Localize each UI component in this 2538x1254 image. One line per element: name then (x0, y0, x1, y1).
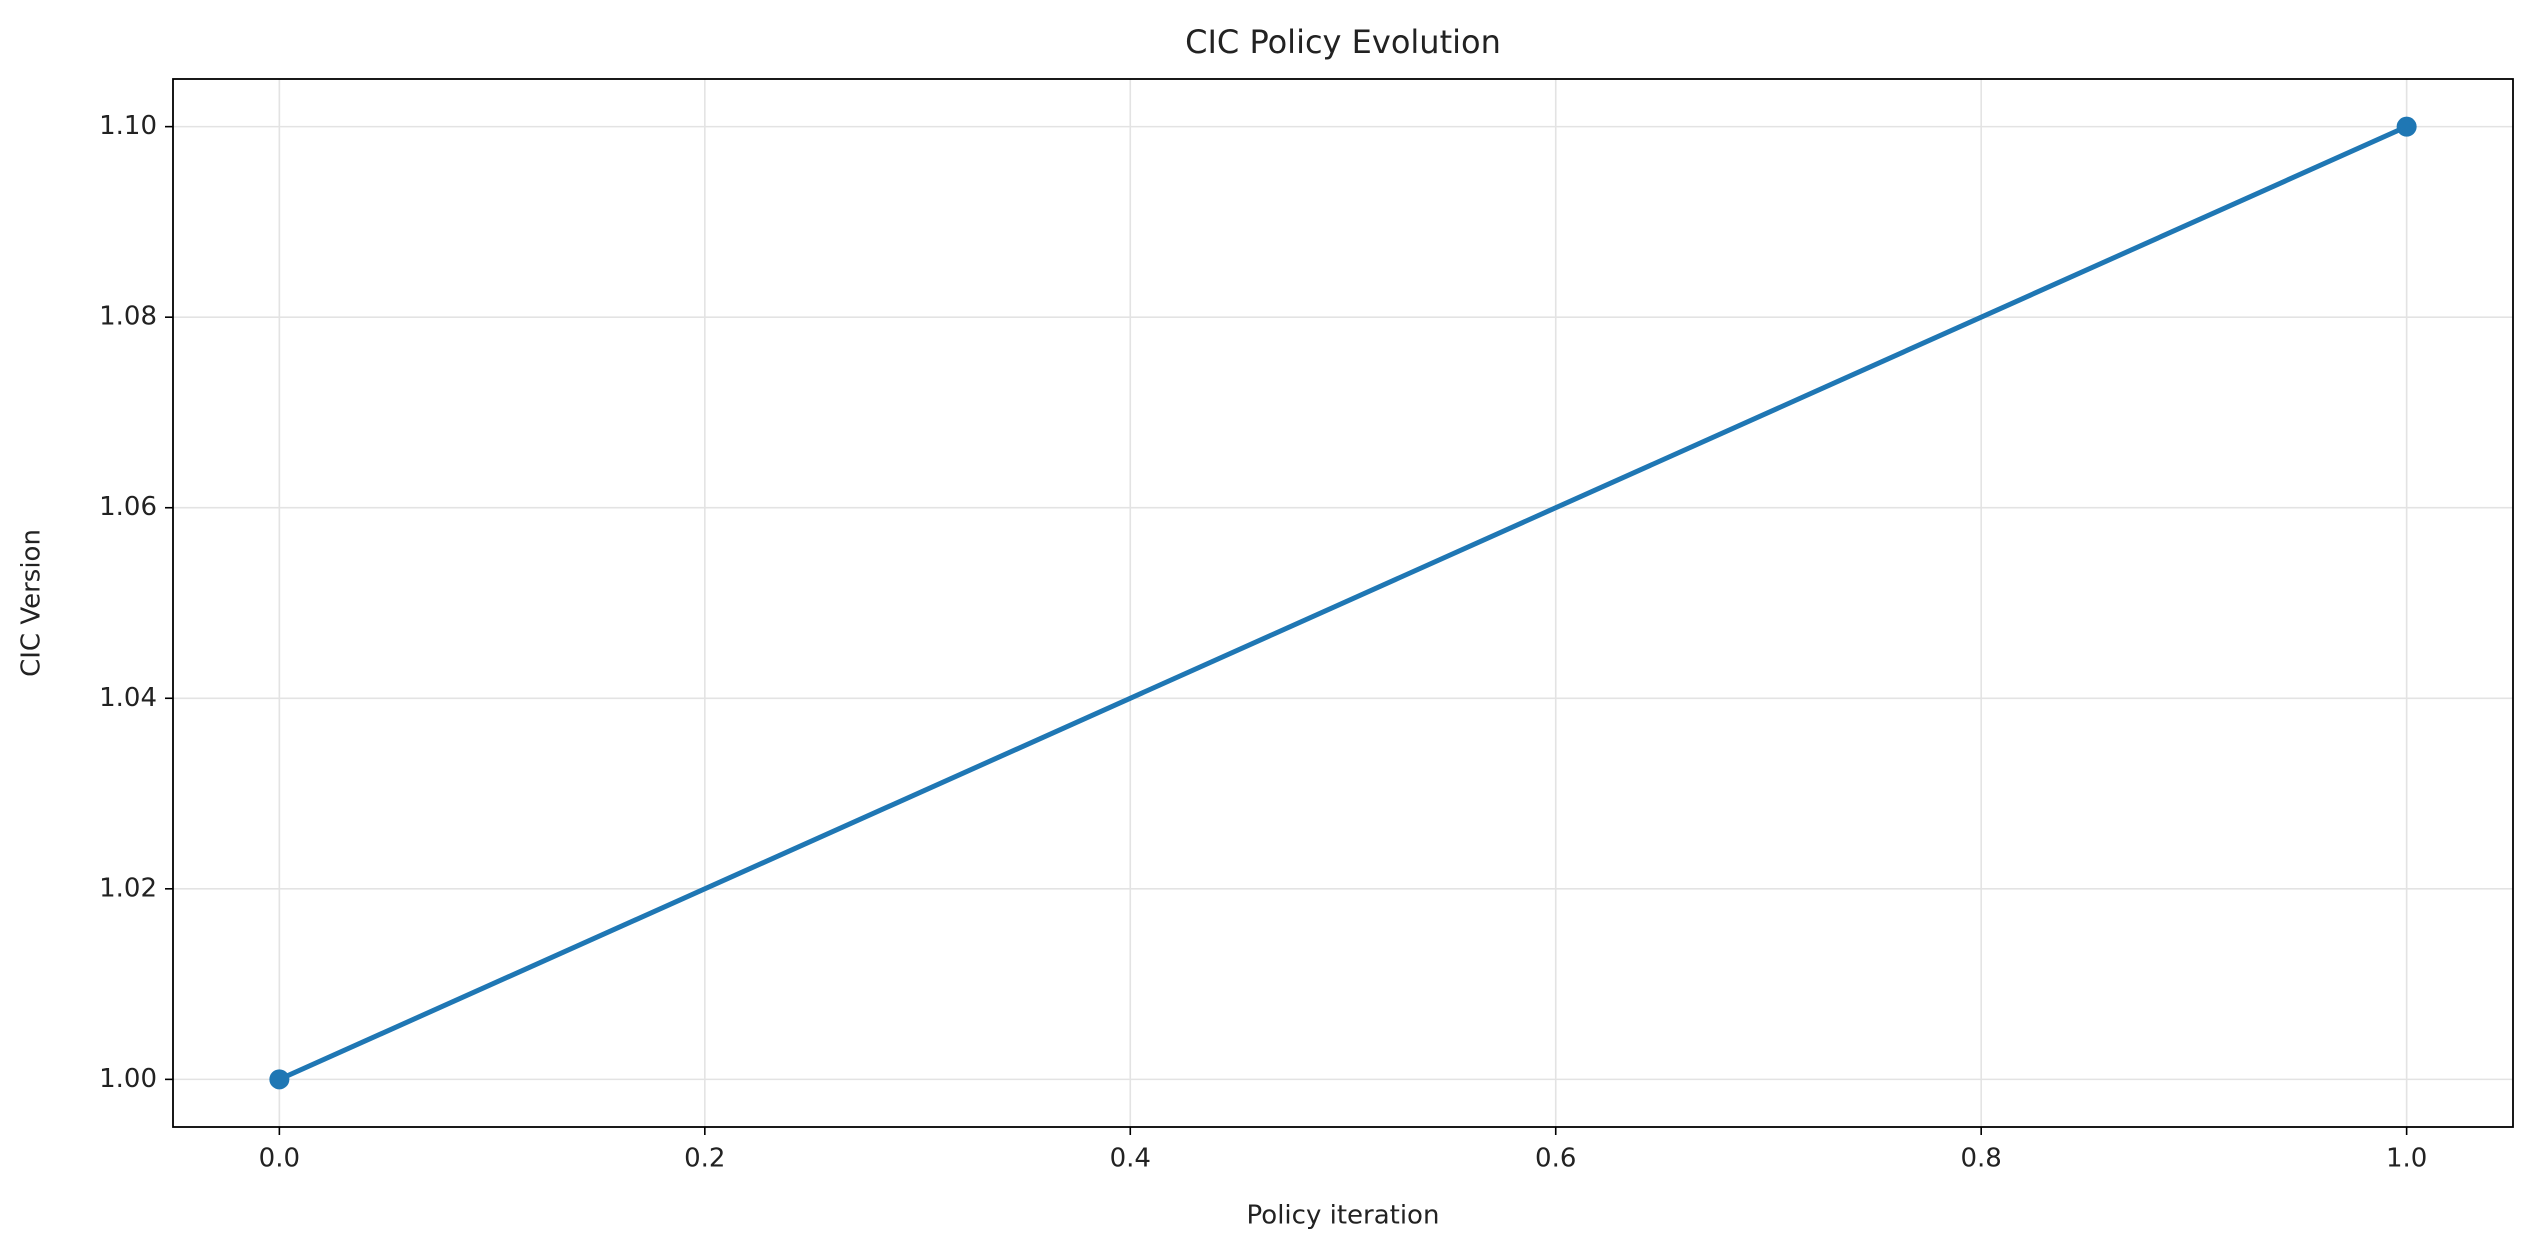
x-tick-label: 0.8 (1961, 1144, 2002, 1174)
plot-frame (172, 78, 2514, 1128)
y-tick-label: 1.10 (99, 111, 157, 141)
marker (2396, 116, 2417, 137)
marker (269, 1069, 290, 1090)
x-tick-label: 0.2 (684, 1144, 725, 1174)
y-tick-label: 1.08 (99, 302, 157, 332)
line (278, 124, 2408, 1082)
chart-title: CIC Policy Evolution (1185, 23, 1501, 61)
y-tick-label: 1.06 (99, 492, 157, 522)
y-tick-label: 1.00 (99, 1064, 157, 1094)
x-tick-label: 1.0 (2386, 1144, 2427, 1174)
y-tick-label: 1.04 (99, 683, 157, 713)
y-axis-label: CIC Version (17, 529, 47, 677)
x-axis-label: Policy iteration (1247, 1201, 1440, 1231)
y-tick-label: 1.02 (99, 873, 157, 903)
x-tick-label: 0.4 (1110, 1144, 1151, 1174)
x-tick-label: 0.0 (259, 1144, 300, 1174)
x-tick-label: 0.6 (1535, 1144, 1576, 1174)
